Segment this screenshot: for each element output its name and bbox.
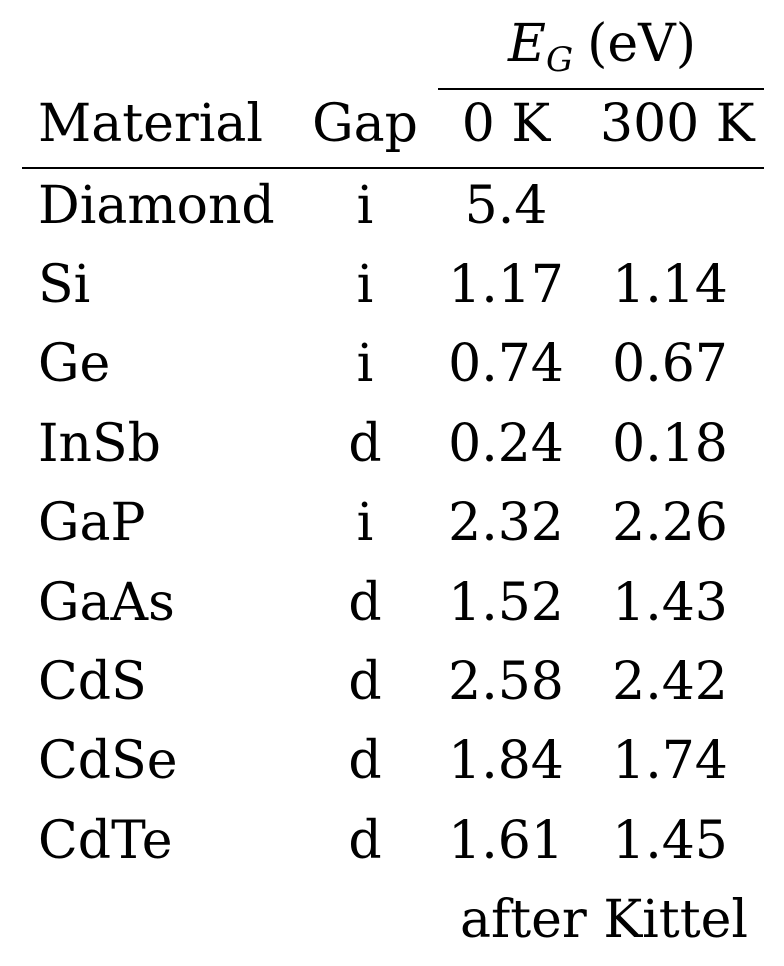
group-header-subscript: G [545,40,574,80]
cell-material: CdSe [38,731,178,791]
cell-material: Ge [38,334,111,394]
group-header-band-gap: EG (eV) [440,18,764,77]
cell-material: Diamond [38,176,275,236]
cell-gap: i [356,255,374,315]
column-header-0k: 0 K [461,94,551,154]
table-row: CdS d 2.58 2.42 [0,656,784,716]
column-header-row: Material Gap 0 K 300 K [0,98,784,158]
cell-300k: 1.74 [612,731,728,791]
cell-0k: 1.17 [448,255,564,315]
table-row: CdSe d 1.84 1.74 [0,735,784,795]
table-row: GaP i 2.32 2.26 [0,497,784,557]
cell-0k: 1.52 [448,573,564,633]
cell-300k: 2.26 [612,493,728,553]
cell-gap: d [348,731,382,791]
cell-0k: 2.32 [448,493,564,553]
cell-gap: d [348,414,382,474]
cell-0k: 5.4 [464,176,548,236]
table-row: Ge i 0.74 0.67 [0,338,784,398]
cell-material: CdTe [38,811,173,871]
cell-300k: 1.14 [612,255,728,315]
cell-gap: d [348,652,382,712]
group-header-symbol: E [507,14,546,74]
source-credit: after Kittel [460,890,748,950]
table-row: Diamond i 5.4 [0,180,784,240]
cell-material: CdS [38,652,147,712]
cell-0k: 0.24 [448,414,564,474]
group-header-rule [438,88,764,90]
column-header-300k: 300 K [600,94,755,154]
table-row: Si i 1.17 1.14 [0,259,784,319]
column-header-gap: Gap [312,94,418,154]
cell-gap: i [356,493,374,553]
cell-gap: i [356,334,374,394]
cell-material: Si [38,255,91,315]
cell-0k: 0.74 [448,334,564,394]
cell-0k: 1.84 [448,731,564,791]
cell-gap: d [348,573,382,633]
cell-300k: 1.43 [612,573,728,633]
cell-gap: d [348,811,382,871]
cell-material: GaP [38,493,146,553]
cell-material: InSb [38,414,161,474]
header-rule [22,167,764,169]
cell-material: GaAs [38,573,175,633]
cell-300k: 0.67 [612,334,728,394]
cell-gap: i [356,176,374,236]
column-header-material: Material [38,94,264,154]
cell-300k: 2.42 [612,652,728,712]
cell-300k: 1.45 [612,811,728,871]
cell-0k: 2.58 [448,652,564,712]
table-row: InSb d 0.24 0.18 [0,418,784,478]
table-row: CdTe d 1.61 1.45 [0,815,784,875]
group-header-unit: (eV) [587,14,697,74]
table-row: GaAs d 1.52 1.43 [0,577,784,637]
cell-300k: 0.18 [612,414,728,474]
cell-0k: 1.61 [448,811,564,871]
